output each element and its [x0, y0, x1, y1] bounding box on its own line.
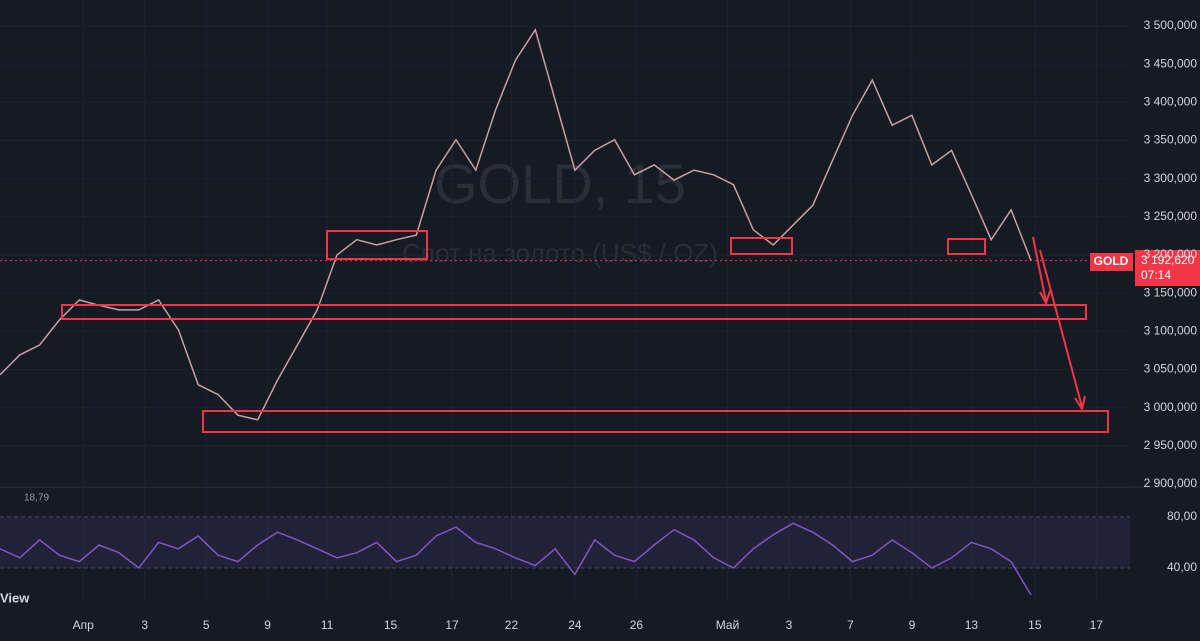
x-tick-label: 3 [141, 618, 148, 632]
y-tick-label: 40,00 [1167, 560, 1197, 574]
rsi-value: 18,79 [24, 493, 49, 504]
rsi-band [0, 516, 1130, 569]
y-tick-label: 80,00 [1167, 509, 1197, 523]
x-tick-label: 22 [505, 618, 519, 632]
y-tick-label: 3 250,000 [1144, 209, 1198, 223]
y-tick-label: 3 350,000 [1144, 133, 1198, 147]
zone-box [947, 238, 986, 255]
y-tick-label: 3 500,000 [1144, 18, 1198, 32]
watermark-description: Спот на золото (US$ / OZ) [402, 238, 718, 268]
y-tick-label: 3 200,000 [1144, 247, 1198, 261]
y-tick-label: 2 900,000 [1144, 476, 1198, 490]
x-tick-label: 15 [384, 618, 398, 632]
arrow-head [1074, 395, 1086, 412]
marks [0, 28, 1130, 596]
x-tick-label: Апр [73, 618, 95, 632]
y-tick-label: 2 950,000 [1144, 438, 1198, 452]
watermark-symbol: GOLD, 15 [434, 152, 686, 215]
x-tick-label: 9 [264, 618, 271, 632]
arrow-head [1039, 290, 1051, 306]
y-tick-label: 3 100,000 [1144, 323, 1198, 337]
brand: View [0, 590, 30, 605]
x-tick-label: 11 [321, 618, 334, 632]
arrow [1039, 249, 1083, 408]
y-tick-label: 3 000,000 [1144, 400, 1198, 414]
x-tick-label: 17 [1090, 618, 1104, 632]
x-tick-label: Май [716, 618, 740, 632]
drawings [61, 230, 1109, 433]
countdown: 07:14 [1141, 268, 1171, 282]
y-tick-label: 3 050,000 [1144, 362, 1198, 376]
x-tick-label: 24 [568, 618, 582, 632]
x-tick-label: 5 [203, 618, 210, 632]
x-tick-label: 15 [1028, 618, 1042, 632]
zone-box [61, 304, 1087, 320]
price-badge [1135, 250, 1200, 286]
y-tick-label: 3 300,000 [1144, 171, 1198, 185]
x-tick-label: 17 [445, 618, 459, 632]
symbol-badge [1090, 253, 1133, 271]
symbol-label: GOLD [1094, 254, 1129, 268]
x-tick-label: 3 [786, 618, 793, 632]
zone-box [326, 230, 428, 260]
x-tick-label: 13 [965, 618, 979, 632]
zone-box [202, 410, 1109, 433]
x-tick-label: 26 [630, 618, 644, 632]
last-price-label: 3 192,620 [1141, 253, 1195, 267]
zone-box [730, 237, 793, 255]
x-tick-label: 9 [909, 618, 916, 632]
arrow [1032, 236, 1047, 303]
y-tick-label: 3 400,000 [1144, 94, 1198, 108]
y-tick-label: 3 450,000 [1144, 56, 1198, 70]
price-line [0, 522, 1032, 596]
x-tick-label: 7 [847, 618, 854, 632]
y-tick-label: 3 150,000 [1144, 285, 1198, 299]
